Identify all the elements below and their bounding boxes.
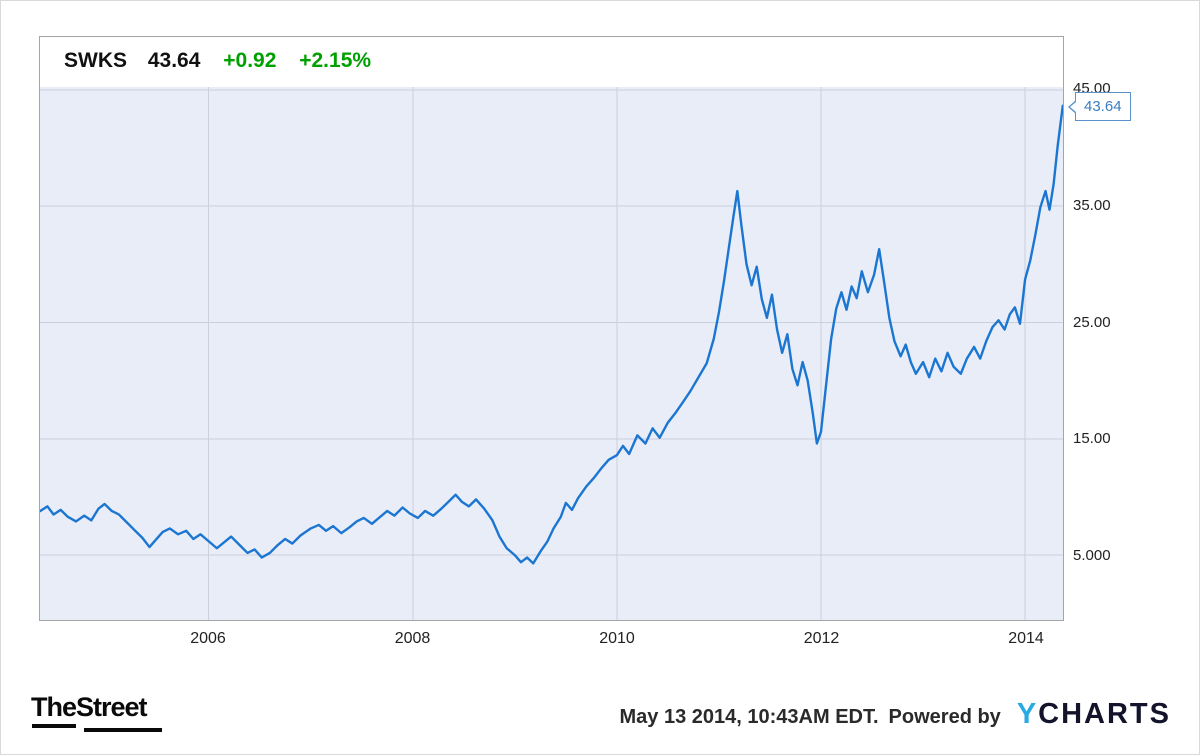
last-price-callout: 43.64: [1068, 92, 1131, 121]
thestreet-logo-text: TheStreet: [31, 692, 148, 722]
last-price: 43.64: [147, 49, 201, 72]
y-axis-label: 5.000: [1073, 547, 1111, 564]
y-axis: 45.00 35.00 25.00 15.00 5.000: [1073, 36, 1148, 621]
attribution: May 13 2014, 10:43AM EDT. Powered by YCH…: [620, 698, 1171, 731]
price-series-layer: [40, 104, 1063, 565]
timestamp: May 13 2014, 10:43AM EDT.: [619, 706, 879, 728]
thestreet-logo-underline-right: [84, 728, 162, 732]
thestreet-logo-underline-left: [32, 724, 76, 728]
x-axis: 2006 2008 2010 2012 2014: [39, 630, 1064, 654]
powered-by-label: Powered by: [888, 706, 1001, 728]
ycharts-logo-charts: CHARTS: [1038, 698, 1171, 730]
gridlines: [40, 37, 1063, 620]
price-change-percent: +2.15%: [299, 49, 372, 72]
footer: TheStreet May 13 2014, 10:43AM EDT. Powe…: [1, 686, 1200, 754]
y-axis-label: 25.00: [1073, 313, 1111, 331]
thestreet-logo[interactable]: TheStreet: [31, 692, 181, 740]
header-band: [40, 37, 1063, 87]
price-change: +0.92: [223, 49, 277, 72]
x-axis-label: 2008: [394, 630, 431, 647]
quote-header: SWKS 43.64 +0.92 +2.15%: [64, 49, 371, 73]
ycharts-logo[interactable]: YCHARTS: [1017, 698, 1171, 731]
y-axis-label: 35.00: [1073, 196, 1111, 214]
x-axis-label: 2010: [599, 630, 635, 647]
ticker-symbol: SWKS: [64, 49, 127, 72]
x-axis-label: 2012: [803, 630, 840, 647]
x-axis-label: 2014: [1008, 630, 1044, 647]
y-axis-label: 15.00: [1073, 430, 1111, 448]
price-chart-plot: SWKS 43.64 +0.92 +2.15%: [39, 36, 1064, 621]
callout-value: 43.64: [1084, 98, 1122, 115]
price-line: [40, 104, 1063, 565]
x-axis-label: 2006: [190, 630, 226, 647]
ycharts-logo-y: Y: [1016, 698, 1039, 730]
